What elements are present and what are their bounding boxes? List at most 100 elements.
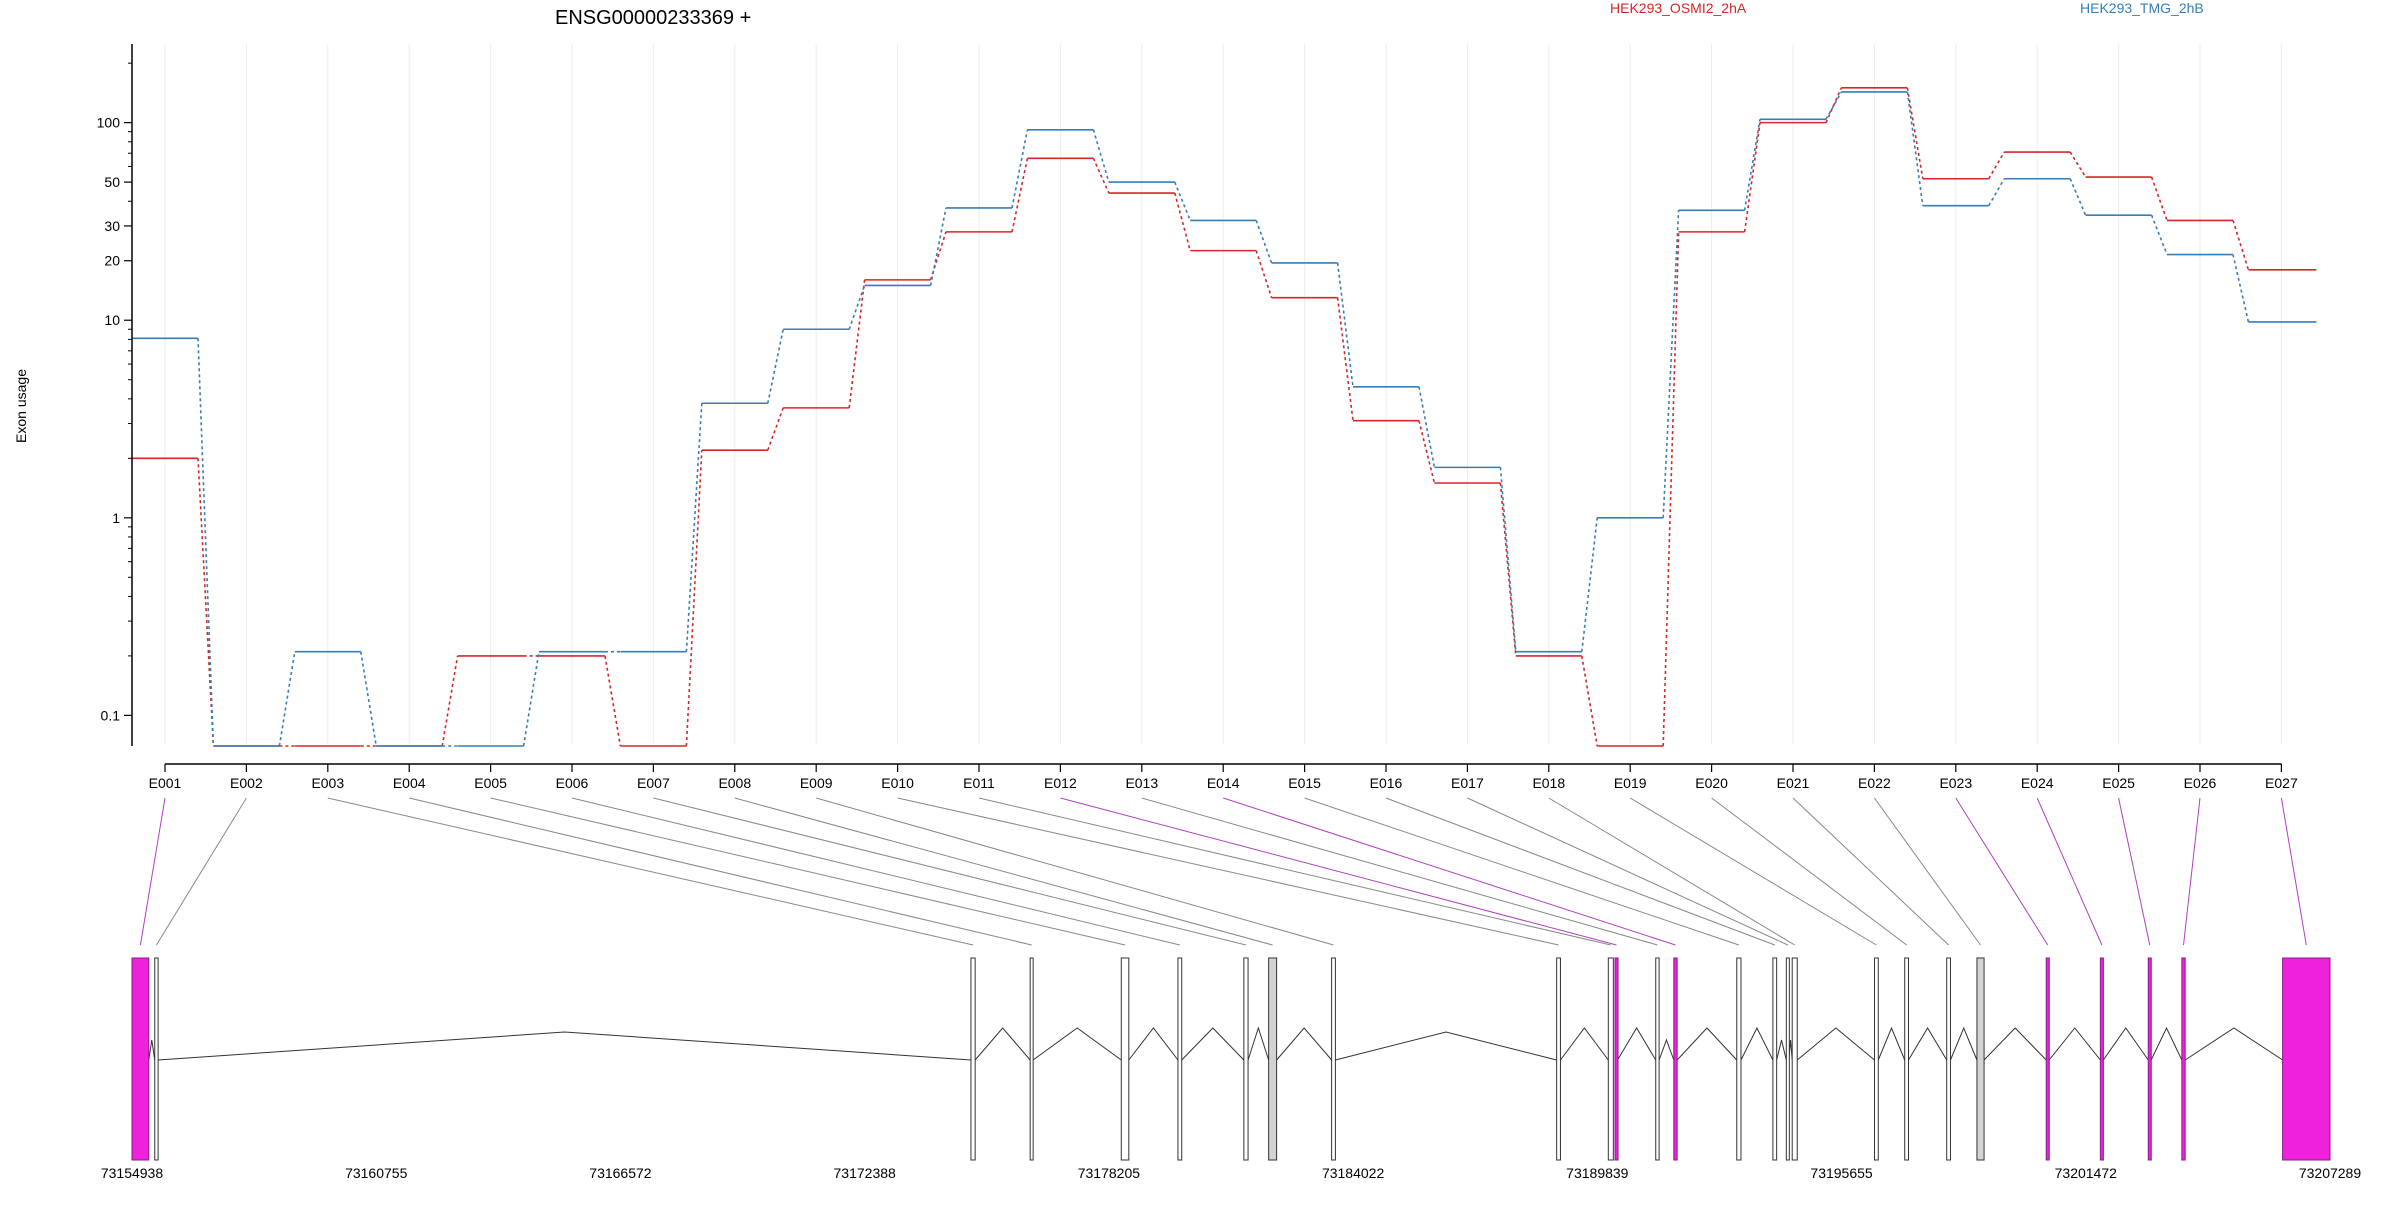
exon-connector-E008: [734, 797, 1273, 946]
exon-box-E006: [1177, 957, 1183, 1161]
series-1-connector: [1825, 87, 1843, 123]
x-tick-label-E011: E011: [963, 775, 995, 791]
series-1-connector: [1662, 231, 1680, 747]
x-tick-label-E012: E012: [1044, 775, 1077, 791]
intron-E002: [158, 1031, 971, 1061]
exon-connector-E005: [490, 797, 1126, 946]
exon-box-E026: [2181, 957, 2186, 1161]
x-tick-label-E008: E008: [718, 775, 751, 791]
series-1-connector: [767, 407, 784, 451]
genomic-tick-label-73154938: 73154938: [101, 1165, 164, 1181]
intron-E007: [1247, 1026, 1270, 1061]
series-2-connector: [1499, 467, 1517, 652]
series-1-connector: [685, 450, 703, 747]
x-tick-label-E016: E016: [1370, 775, 1403, 791]
genomic-tick-label-73189839: 73189839: [1566, 1165, 1629, 1181]
exon-connector-E011: [978, 797, 1611, 946]
exon-connector-E009: [816, 797, 1334, 946]
genomic-tick-label-73184022: 73184022: [1322, 1165, 1385, 1181]
x-tick-label-E017: E017: [1451, 775, 1484, 791]
exon-connector-E022: [1873, 797, 1981, 946]
exon-box-E019: [1873, 957, 1879, 1161]
series-2-connector: [685, 403, 703, 652]
exon-box-E014: [1673, 957, 1678, 1161]
series-1-connector: [1418, 420, 1436, 484]
series-2-connector: [1743, 119, 1761, 211]
exon-connector-E013: [1141, 797, 1658, 946]
x-tick-label-E001: E001: [149, 775, 182, 791]
x-tick-label-E023: E023: [1939, 775, 1972, 791]
exon-box-E021: [1946, 957, 1951, 1161]
genomic-tick-label-73201472: 73201472: [2055, 1165, 2118, 1181]
intron-E001: [148, 1039, 156, 1061]
grid-layer: [164, 44, 2282, 744]
x-tick-label-E026: E026: [2184, 775, 2217, 791]
intron-E016: [1776, 1039, 1787, 1061]
exon-connector-E010: [897, 797, 1559, 946]
series-2-connector: [197, 338, 215, 747]
intron-E008: [1276, 1027, 1332, 1061]
series-2-connector: [1011, 129, 1029, 209]
x-tick-label-E003: E003: [311, 775, 344, 791]
exon-box-E002: [154, 957, 159, 1161]
intron-E015: [1740, 1026, 1774, 1061]
x-tick-label-E013: E013: [1125, 775, 1158, 791]
series-2-connector: [1092, 129, 1110, 183]
axes-layer: 0.1 1 10 20 30 50 100 E001 E002 E003 E004 E005 E006 E…: [97, 44, 2298, 791]
x-tick-label-E005: E005: [474, 775, 507, 791]
exon-connector-E001: [139, 797, 166, 946]
x-tick-label-E002: E002: [230, 775, 263, 791]
intron-E005: [1128, 1027, 1179, 1061]
exon-box-E027: [2282, 957, 2331, 1161]
series-2-connector: [1906, 91, 1924, 206]
exon-box-E016: [1772, 957, 1778, 1161]
x-tick-label-E027: E027: [2265, 775, 2298, 791]
x-tick-label-E018: E018: [1532, 775, 1565, 791]
exon-box-E005: [1120, 957, 1130, 1161]
exon-box-E007: [1243, 957, 1249, 1161]
exon-connector-E017: [1467, 797, 1789, 946]
intron-E026: [2184, 1027, 2283, 1061]
series-1-connector: [1336, 297, 1354, 421]
x-tick-label-E007: E007: [637, 775, 670, 791]
series-2-connector: [767, 329, 784, 404]
series-2-connector: [522, 651, 540, 747]
y-tick-label-20: 20: [104, 253, 120, 269]
exon-connector-E027: [2280, 797, 2307, 946]
y-tick-label-50: 50: [104, 174, 120, 190]
series-1-connector: [197, 458, 215, 747]
y-tick-label-10: 10: [104, 312, 120, 328]
exon-box-E023: [2045, 957, 2050, 1161]
intron-E025: [2150, 1026, 2183, 1061]
exon-connector-E024: [2036, 797, 2103, 946]
series-1-connector: [1255, 250, 1273, 298]
series-1-connector: [848, 279, 866, 408]
series-layer: [132, 87, 2317, 747]
intron-E004: [1032, 1027, 1122, 1061]
exon-connector-E006: [571, 797, 1180, 946]
x-tick-label-E025: E025: [2102, 775, 2135, 791]
series-1: [132, 87, 2317, 747]
series-1-connector: [1743, 122, 1761, 232]
exon-connector-E023: [1955, 797, 2049, 946]
intron-E024: [2102, 1027, 2149, 1061]
exon-box-E012: [1614, 957, 1619, 1161]
x-tick-label-E015: E015: [1288, 775, 1321, 791]
intron-E006: [1181, 1027, 1245, 1061]
exon-connector-E020: [1711, 797, 1907, 946]
exon-connector-E003: [327, 797, 974, 946]
series-2: [132, 91, 2317, 747]
exon-box-E022: [1976, 957, 1985, 1161]
series-2-connector: [929, 207, 947, 286]
series-2-connector: [1988, 178, 2005, 207]
gene-model: 73154938 73160755 73166572 73172388 73178205…: [101, 957, 2361, 1181]
series-1-connector: [1174, 192, 1191, 251]
intron-E003: [974, 1027, 1031, 1061]
series-2-connector: [2069, 178, 2087, 216]
exon-connector-E021: [1792, 797, 1949, 946]
series-1-connector: [2150, 176, 2168, 221]
series-2-connector: [1418, 386, 1436, 468]
exon-box-E020: [1904, 957, 1910, 1161]
